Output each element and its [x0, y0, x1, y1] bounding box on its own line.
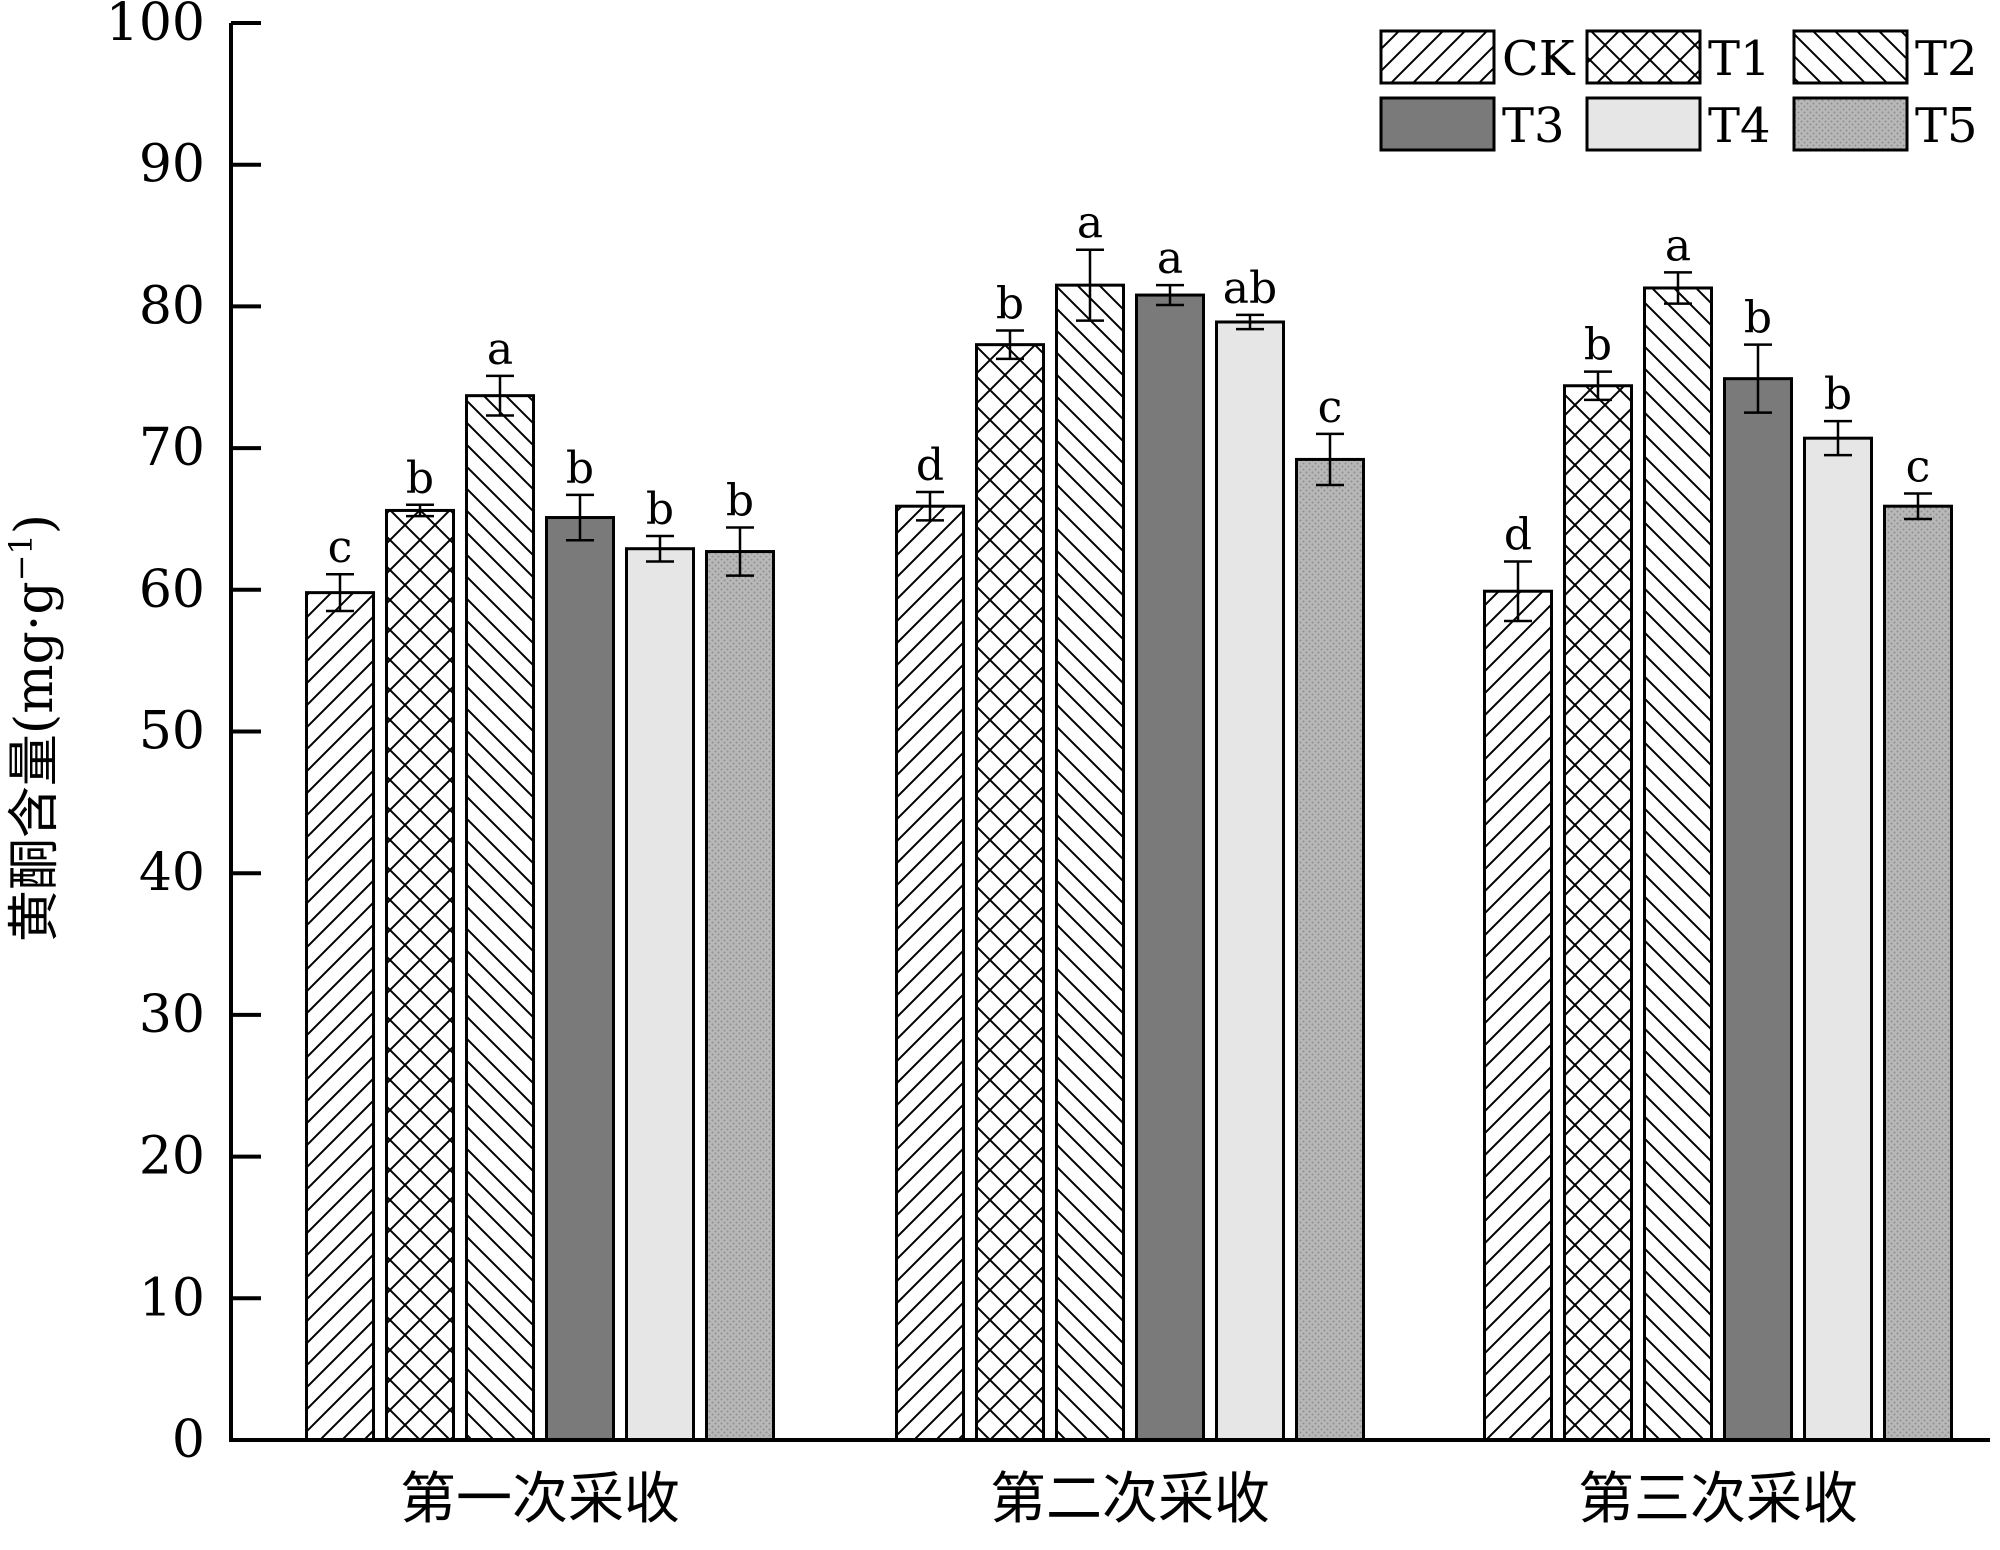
error-bar [1824, 419, 1852, 457]
x-category-label: 第二次采收 [990, 1467, 1270, 1532]
significance-label: a [1077, 198, 1103, 249]
significance-label: b [1824, 369, 1852, 420]
bar-t2 [1055, 283, 1125, 1442]
significance-label: b [1584, 320, 1612, 371]
svg-text:黄酮含量(mg·g−1): 黄酮含量(mg·g−1) [2, 514, 65, 942]
y-tick-label: 70 [139, 418, 205, 478]
legend-label: CK [1502, 31, 1576, 87]
significance-label: c [1318, 382, 1343, 433]
legend-item-ck: CK [1379, 29, 1576, 87]
legend-item-t1: T1 [1585, 29, 1771, 87]
error-bar [1664, 271, 1692, 305]
bar-t2 [465, 394, 535, 1442]
significance-label: b [1744, 293, 1772, 344]
significance-label: a [1665, 220, 1691, 271]
y-axis-label: 黄酮含量(mg·g−1) [2, 514, 65, 942]
error-bar [1504, 560, 1532, 623]
bar-ck [1483, 589, 1553, 1442]
bar-ck [305, 591, 375, 1442]
significance-label: b [566, 443, 594, 494]
legend-swatch [1379, 29, 1496, 85]
significance-label: c [1906, 441, 1931, 492]
significance-label: d [916, 440, 944, 491]
significance-label: b [406, 453, 434, 504]
error-bar [326, 572, 354, 613]
significance-label: a [1157, 233, 1183, 284]
legend-item-t5: T5 [1792, 96, 1978, 154]
significance-label: ab [1223, 263, 1277, 314]
y-tick-label: 100 [106, 0, 205, 53]
error-bar [916, 490, 944, 522]
error-bar [1904, 492, 1932, 521]
y-axis-label-unit-close: ) [5, 514, 65, 534]
bar-t5 [1883, 504, 1953, 1442]
bar-t1 [975, 343, 1045, 1442]
x-category-label: 第一次采收 [400, 1467, 680, 1532]
error-bar [566, 493, 594, 542]
legend-item-t4: T4 [1585, 96, 1771, 154]
bar-t3 [1723, 377, 1793, 1442]
y-tick-label: 30 [139, 985, 205, 1045]
legend: CK T1 T2 T3 T4 T5 [1379, 29, 1978, 154]
legend-swatch [1792, 29, 1909, 85]
bar-t5 [705, 550, 775, 1442]
y-axis-label-unit-open: (mg·g [5, 581, 65, 734]
legend-item-t3: T3 [1379, 96, 1565, 154]
legend-swatch [1792, 96, 1909, 152]
legend-swatch [1585, 29, 1702, 85]
y-tick-label: 50 [139, 702, 205, 762]
error-bar [726, 526, 754, 577]
y-tick-label: 80 [139, 276, 205, 336]
y-axis-label-unit-sup: −1 [2, 534, 40, 581]
legend-label: T1 [1708, 31, 1771, 87]
bar-t3 [545, 516, 615, 1442]
legend-label: T3 [1502, 98, 1565, 154]
significance-label: d [1504, 509, 1532, 560]
legend-label: T4 [1708, 98, 1771, 154]
bar-t4 [625, 547, 695, 1442]
significance-label: c [328, 522, 353, 573]
y-tick-label: 10 [139, 1268, 205, 1328]
significance-label: b [726, 475, 754, 526]
y-tick-label: 0 [172, 1410, 205, 1470]
error-bar [1316, 432, 1344, 487]
error-bar [1076, 248, 1104, 322]
legend-label: T2 [1915, 31, 1978, 87]
y-axis-label-text: 黄酮含量 [5, 734, 65, 942]
error-bar [1156, 283, 1184, 307]
y-tick-label: 60 [139, 560, 205, 620]
bar-t1 [1563, 384, 1633, 1442]
bar-t4 [1803, 436, 1873, 1442]
y-tick-label: 20 [139, 1127, 205, 1187]
y-tick-label: 40 [139, 843, 205, 903]
legend-item-t2: T2 [1792, 29, 1978, 87]
significance-label: b [996, 278, 1024, 329]
legend-swatch [1379, 96, 1496, 152]
error-bar [1584, 370, 1612, 402]
bar-t2 [1643, 286, 1713, 1442]
bar-t5 [1295, 457, 1365, 1442]
x-category-label: 第三次采收 [1578, 1467, 1858, 1532]
bar-ck [895, 504, 965, 1442]
error-bar [486, 374, 514, 417]
significance-label: a [487, 324, 513, 375]
bar-t3 [1135, 293, 1205, 1442]
y-tick-label: 90 [139, 135, 205, 195]
significance-label: b [646, 484, 674, 535]
legend-label: T5 [1915, 98, 1978, 154]
error-bar [406, 503, 434, 518]
error-bar [646, 534, 674, 563]
legend-swatch [1585, 96, 1702, 152]
bar-t4 [1215, 320, 1285, 1442]
error-bar [1744, 343, 1772, 414]
bar-t1 [385, 508, 455, 1442]
error-bar [996, 329, 1024, 361]
error-bar [1236, 313, 1264, 331]
